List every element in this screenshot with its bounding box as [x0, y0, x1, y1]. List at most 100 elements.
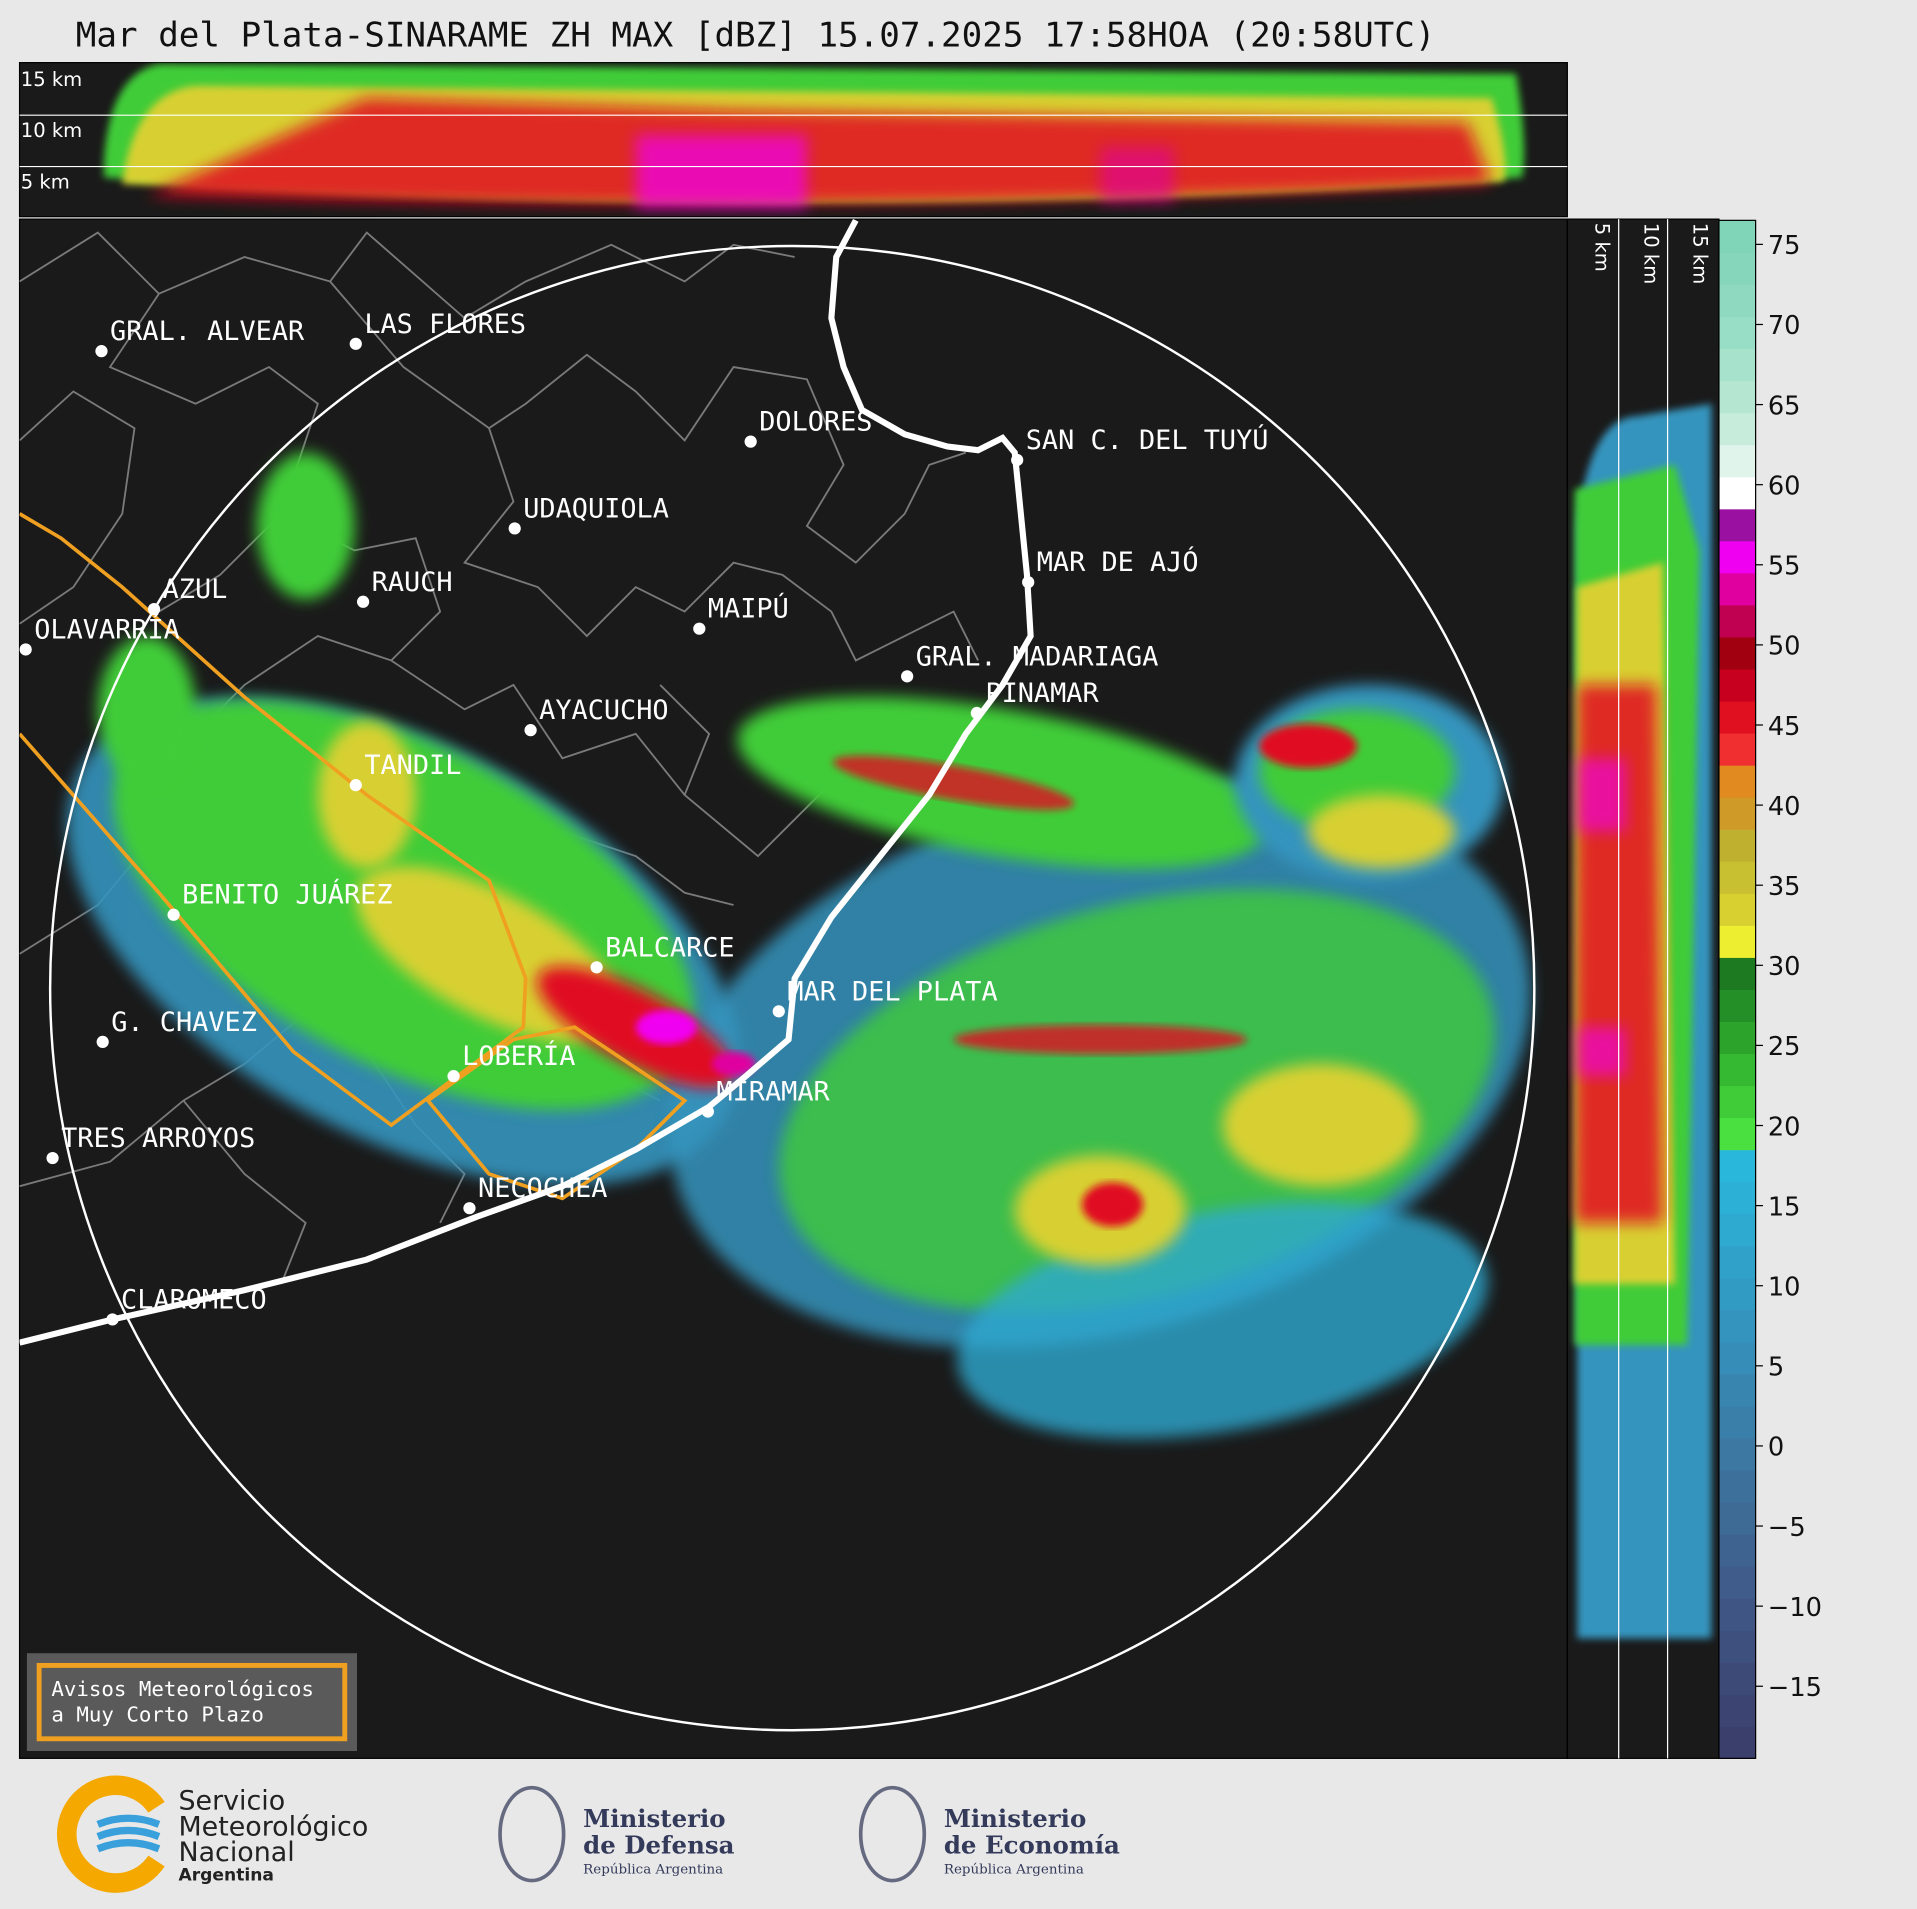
colorbar-band — [1718, 1437, 1756, 1471]
colorbar-band — [1718, 1694, 1756, 1727]
colorbar-band — [1718, 284, 1756, 318]
city-dot — [19, 643, 32, 656]
city-dot — [349, 337, 362, 350]
city-label: PINAMAR — [985, 678, 1099, 709]
colorbar-band — [1718, 1662, 1756, 1695]
warning-polygon — [19, 512, 528, 1128]
colorbar-band — [1718, 1726, 1756, 1759]
colorbar-band — [1718, 957, 1756, 990]
city-label: RAUCH — [372, 567, 453, 598]
colorbar-band — [1718, 1341, 1756, 1375]
colorbar-tick-label: 40 — [1768, 792, 1801, 822]
colorbar-band — [1718, 1117, 1756, 1151]
city-dot — [590, 961, 603, 974]
logo-text: Ministerio — [944, 1804, 1086, 1833]
logo-text: de Economía — [944, 1831, 1120, 1860]
colorbar-band — [1718, 1021, 1756, 1055]
city-label: DOLORES — [759, 407, 872, 438]
colorbar-band — [1718, 733, 1756, 766]
colorbar-band — [1718, 348, 1756, 382]
colorbar-band — [1718, 476, 1756, 510]
city-dot — [1011, 453, 1024, 467]
city-label: GRAL. ALVEAR — [110, 316, 305, 347]
colorbar-tick-label: −5 — [1768, 1513, 1806, 1543]
colorbar-band — [1718, 700, 1756, 734]
colorbar-band — [1718, 1566, 1756, 1599]
city-label: AZUL — [163, 574, 228, 605]
smn-logo — [57, 1775, 165, 1893]
colorbar-tick-label: −15 — [1768, 1673, 1822, 1703]
height-label: 15 km — [21, 68, 82, 91]
logo-text: Meteorológico — [178, 1811, 368, 1842]
city-dot — [447, 1070, 460, 1083]
city-label: NECOCHEA — [478, 1173, 607, 1204]
city-label: MAIPÚ — [708, 593, 789, 625]
colorbar-tick-label: 55 — [1768, 552, 1801, 582]
logo-text: Ministerio — [583, 1804, 725, 1833]
title: Mar del Plata-SINARAME ZH MAX [dBZ] 15.0… — [76, 16, 1436, 56]
city-dot — [96, 1035, 109, 1049]
colorbar-band — [1718, 925, 1756, 958]
colorbar-band — [1718, 380, 1756, 414]
colorbar-band — [1718, 1277, 1756, 1311]
city-label: MAR DEL PLATA — [787, 976, 997, 1007]
city-label: LOBERÍA — [462, 1040, 575, 1072]
colorbar-band — [1718, 444, 1756, 478]
colorbar-band — [1718, 572, 1756, 606]
colorbar-tick-label: 65 — [1768, 391, 1801, 421]
warning-box-border — [36, 1662, 348, 1742]
colorbar-frame — [1718, 219, 1757, 1759]
colorbar-band — [1718, 1213, 1756, 1247]
city-label: BENITO JUÁREZ — [182, 879, 392, 911]
colorbar-band — [1718, 1245, 1756, 1279]
colorbar-band — [1718, 1085, 1756, 1119]
colorbar-band — [1718, 1309, 1756, 1343]
city-label: MAR DE AJÓ — [1037, 546, 1199, 578]
city-dot — [693, 622, 706, 635]
colorbar-band — [1718, 1534, 1756, 1567]
colorbar-tick-label: 20 — [1768, 1112, 1801, 1142]
city-dot — [772, 1005, 785, 1018]
warning-box — [26, 1653, 357, 1752]
city-dot — [701, 1105, 714, 1118]
colorbar-band — [1718, 636, 1756, 670]
colorbar-band — [1718, 1053, 1756, 1087]
colorbar-band — [1718, 508, 1756, 542]
colorbar-tick-label: 60 — [1768, 471, 1801, 501]
city-dot — [463, 1202, 476, 1215]
colorbar-band — [1718, 989, 1756, 1022]
colorbar-band — [1718, 1181, 1756, 1215]
city-dot — [901, 670, 914, 683]
colorbar-band — [1718, 893, 1756, 926]
colorbar-tick-label: 50 — [1768, 632, 1801, 662]
colorbar-tick-label: 25 — [1768, 1032, 1801, 1062]
city-dot — [95, 345, 108, 358]
city-dot — [744, 435, 757, 448]
city-dot — [356, 595, 370, 608]
warning-text: Avisos Meteorológicos — [51, 1677, 314, 1701]
colorbar-tick-label: 75 — [1768, 231, 1801, 261]
city-dot — [970, 706, 983, 720]
colorbar-band — [1718, 861, 1756, 894]
range-ring — [48, 244, 1536, 1732]
city-dot — [508, 522, 521, 535]
logo-text: Nacional — [178, 1837, 294, 1868]
city-dot — [167, 908, 180, 921]
colorbar-band — [1718, 604, 1756, 638]
colorbar-band — [1718, 1469, 1756, 1503]
logo-text: Argentina — [178, 1866, 273, 1886]
colorbar-band — [1718, 220, 1756, 253]
coastline — [19, 219, 1034, 1346]
city-label: UDAQUIOLA — [523, 493, 669, 524]
emblem — [498, 1785, 566, 1883]
city-dot — [524, 724, 537, 737]
colorbar-band — [1718, 316, 1756, 350]
colorbar-tick-label: 0 — [1768, 1433, 1784, 1463]
logo-text: República Argentina — [583, 1862, 723, 1877]
colorbar-band — [1718, 668, 1756, 702]
city-dot — [1022, 576, 1035, 589]
city-label: AYACUCHO — [539, 695, 668, 726]
city-label: GRAL. MADARIAGA — [916, 641, 1159, 672]
colorbar-tick-label: 70 — [1768, 311, 1801, 341]
